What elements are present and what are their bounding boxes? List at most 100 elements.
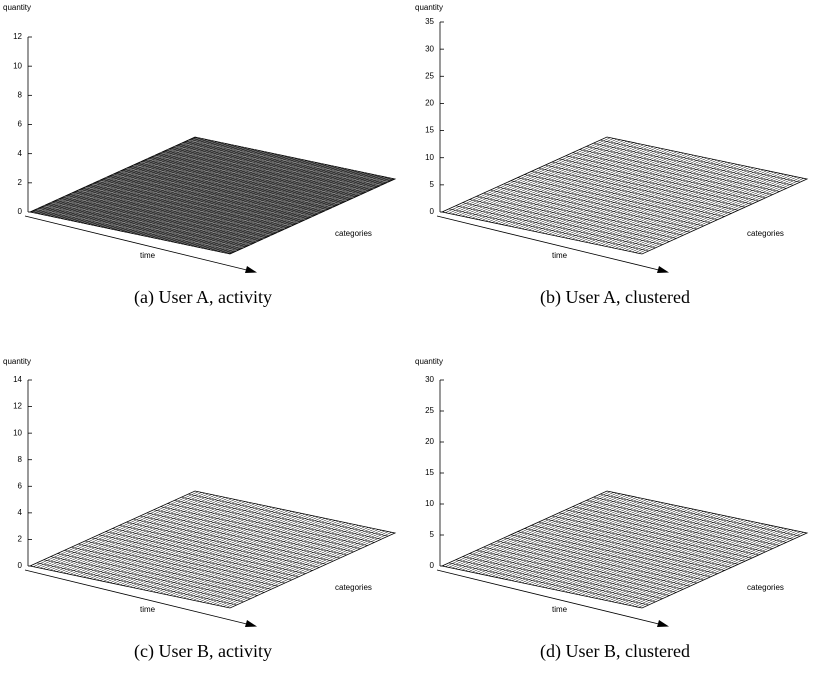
mesh-line xyxy=(119,155,286,232)
mesh-line xyxy=(46,494,212,570)
y-axis-label: categories xyxy=(335,583,372,592)
mesh-line xyxy=(193,171,359,247)
mesh-line xyxy=(591,168,758,244)
z-tick-label: 25 xyxy=(425,71,434,80)
z-tick-label: 8 xyxy=(18,455,23,464)
mesh-line xyxy=(505,504,671,580)
mesh-line xyxy=(86,148,252,225)
mesh-line xyxy=(518,506,684,583)
mesh-line xyxy=(555,160,721,237)
mesh-line xyxy=(43,493,209,570)
mesh-line xyxy=(478,498,644,574)
mesh-line xyxy=(618,527,784,604)
mesh-line xyxy=(581,520,748,596)
mesh-line xyxy=(631,176,798,253)
mesh-line xyxy=(159,518,326,594)
mesh-line xyxy=(69,499,236,575)
mesh-line xyxy=(545,512,711,588)
mesh-line xyxy=(203,173,369,249)
z-tick-label: 20 xyxy=(425,437,434,446)
mesh-line xyxy=(451,492,618,569)
mesh-line xyxy=(133,158,299,234)
mesh-line xyxy=(43,139,209,216)
caption: (d) User B, clustered xyxy=(540,641,690,662)
mesh-line xyxy=(216,529,382,606)
z-tick-label: 30 xyxy=(425,44,434,53)
mesh-line xyxy=(561,515,728,592)
mesh-line xyxy=(621,174,788,251)
z-axis-label: quantity xyxy=(3,3,31,12)
mesh-line xyxy=(153,162,319,239)
mesh-line xyxy=(59,143,226,219)
mesh-line xyxy=(578,519,744,595)
y-axis-label: categories xyxy=(747,229,784,238)
z-tick-label: 10 xyxy=(13,61,22,70)
mesh-line xyxy=(445,491,611,567)
mesh-line xyxy=(578,165,744,241)
mesh-line xyxy=(528,508,694,585)
x-axis-label: time xyxy=(552,605,568,614)
mesh-line xyxy=(169,166,336,242)
mesh-line xyxy=(109,507,276,584)
mesh-line xyxy=(139,159,306,236)
mesh-line xyxy=(555,514,721,591)
mesh-line xyxy=(465,141,631,218)
mesh-line xyxy=(531,509,698,586)
mesh-line xyxy=(611,526,778,602)
mesh-line xyxy=(565,162,731,239)
z-tick-label: 0 xyxy=(18,561,23,570)
mesh-line xyxy=(203,527,369,603)
mesh-line xyxy=(116,508,282,585)
mesh-line xyxy=(206,173,372,250)
mesh-line xyxy=(53,141,219,218)
mesh-line xyxy=(541,511,708,588)
mesh-line xyxy=(93,150,259,226)
caption: (c) User B, activity xyxy=(134,641,272,662)
z-tick-label: 15 xyxy=(425,468,434,477)
z-tick-label: 0 xyxy=(430,561,435,570)
mesh-line xyxy=(621,528,788,605)
mesh-line xyxy=(189,170,356,246)
z-tick-label: 4 xyxy=(18,508,23,517)
mesh-line xyxy=(581,166,748,242)
mesh-line xyxy=(521,507,688,584)
mesh-line xyxy=(455,493,621,570)
mesh-line xyxy=(488,146,654,223)
y-axis-label: categories xyxy=(747,583,784,592)
mesh-line xyxy=(183,168,349,245)
mesh-line xyxy=(458,494,624,570)
mesh-line xyxy=(123,510,289,586)
mesh-line xyxy=(213,175,379,251)
mesh-line xyxy=(226,178,392,254)
mesh-line xyxy=(166,165,332,241)
mesh-line xyxy=(485,499,651,576)
mesh-line xyxy=(123,156,289,232)
mesh-line xyxy=(103,506,269,582)
mesh-line xyxy=(83,147,249,224)
mesh-line xyxy=(136,159,302,235)
time-arrow xyxy=(436,569,668,627)
mesh-line xyxy=(528,154,694,231)
mesh-line xyxy=(79,147,246,223)
mesh-line xyxy=(133,512,299,588)
mesh-line xyxy=(501,149,668,225)
arrow-head xyxy=(657,266,669,273)
mesh-line xyxy=(615,173,781,249)
mesh-line xyxy=(53,495,219,572)
mesh-line xyxy=(508,150,674,227)
mesh-line xyxy=(176,167,342,244)
time-arrow xyxy=(24,215,256,273)
mesh-line xyxy=(475,497,641,574)
mesh-line xyxy=(468,142,634,218)
mesh-line xyxy=(186,523,352,600)
mesh-line xyxy=(595,522,761,599)
mesh-line xyxy=(143,160,309,237)
mesh-line xyxy=(36,492,202,568)
mesh-line xyxy=(611,172,778,248)
mesh-line xyxy=(565,516,731,593)
mesh-line xyxy=(76,146,242,223)
mesh-line xyxy=(525,154,691,230)
mesh-line xyxy=(173,520,339,597)
mesh-line xyxy=(103,152,269,228)
z-tick-label: 10 xyxy=(425,499,434,508)
